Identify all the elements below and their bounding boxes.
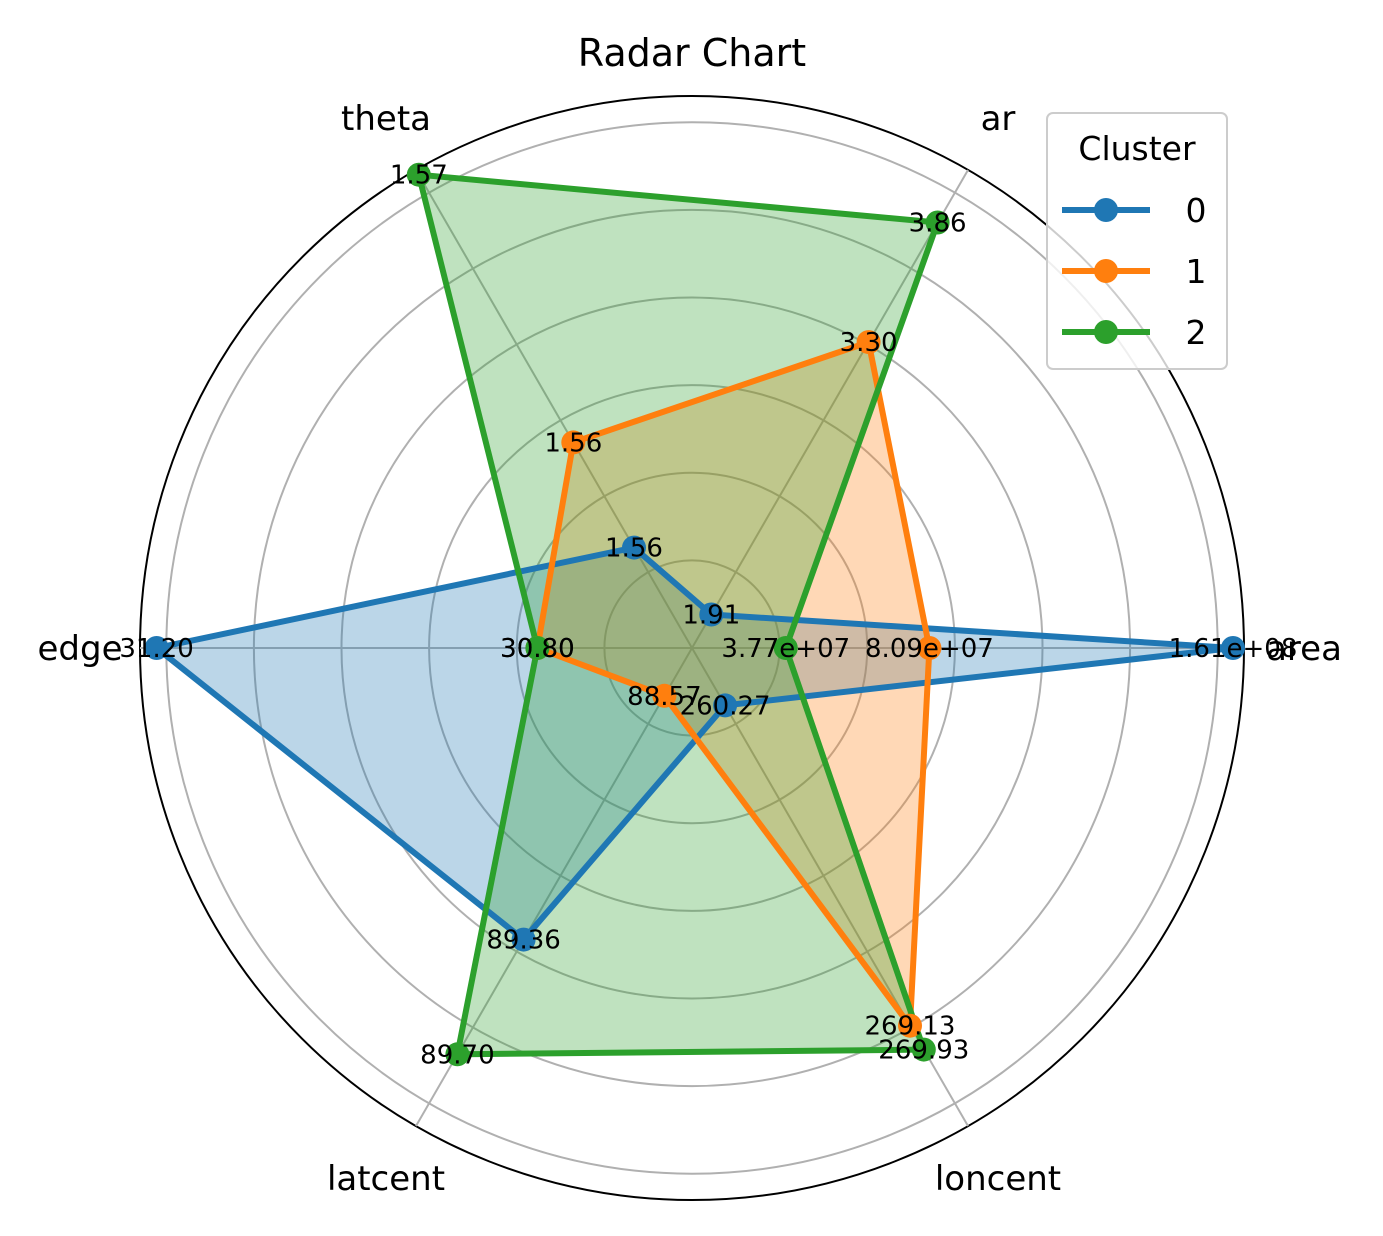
series-2-point — [911, 1037, 936, 1062]
series-0-data-label: 1.56 — [605, 534, 663, 564]
series-0-point — [511, 927, 536, 952]
series-2-data-label: 1.57 — [390, 161, 448, 191]
series-0-point — [1221, 636, 1245, 660]
axis-label: edge — [38, 629, 123, 669]
legend-swatch-marker — [1094, 320, 1118, 344]
series-1-data-label: 1.56 — [544, 428, 602, 458]
series-2-data-label: 89.70 — [420, 1040, 494, 1070]
legend-frame — [1046, 112, 1228, 370]
series-1-point — [856, 330, 881, 355]
series-1-data-label: 30.80 — [500, 634, 574, 664]
series-0-data-label: 31.20 — [119, 634, 193, 664]
series-2-data-label: 269.93 — [878, 1036, 969, 1066]
grid-spoke — [415, 169, 693, 649]
fill-layer — [156, 174, 1234, 1055]
series-1-point — [898, 1013, 922, 1038]
series-1-data-label: 8.09e+07 — [865, 634, 994, 664]
series-1-point — [917, 636, 942, 660]
legend-swatch-marker — [1094, 198, 1118, 222]
series-2-point — [445, 1042, 470, 1067]
series-0-data-label: 1.91 — [682, 601, 740, 631]
series-0-data-label: 1.61e+08 — [1169, 634, 1298, 664]
series-2-point — [925, 210, 950, 235]
series-2-data-label: 3.86 — [909, 209, 967, 239]
axis-label: ar — [981, 99, 1016, 139]
series-1-point — [652, 683, 677, 708]
series-0-point — [622, 535, 646, 560]
series-2-point — [525, 636, 550, 660]
series-1-data-label: 88.57 — [627, 682, 701, 712]
series-0-point — [699, 602, 724, 627]
axis-label: loncent — [935, 1159, 1061, 1199]
axis-label: theta — [341, 99, 431, 139]
series-2-point — [773, 636, 798, 660]
legend-entry-label: 2 — [1186, 313, 1207, 352]
series-2-data-label: 3.77e+07 — [721, 634, 850, 664]
series-0-data-label: 89.36 — [486, 926, 560, 956]
series-1-data-label: 3.30 — [840, 328, 898, 358]
series-2-point — [406, 162, 431, 187]
series-0-area — [156, 547, 1234, 940]
legend-entries: 0 1 2 — [1062, 191, 1207, 352]
point-layer — [144, 162, 1245, 1067]
axis-label: latcent — [327, 1159, 445, 1199]
axis-label-layer: area ar theta edge latcent loncent — [38, 99, 1342, 1199]
legend: Cluster 0 1 2 — [1046, 112, 1228, 370]
series-2-data-label: 30.80 — [500, 634, 574, 664]
legend-swatch-marker — [1094, 259, 1118, 283]
legend-entry-label: 1 — [1186, 252, 1207, 291]
series-0-point — [144, 636, 169, 660]
series-0-data-label: 260.27 — [680, 691, 771, 721]
series-0-point — [713, 693, 738, 718]
axis-label: area — [1266, 629, 1342, 669]
legend-entry-label: 0 — [1186, 191, 1207, 230]
series-1-data-label: 269.13 — [865, 1012, 956, 1042]
chart-title: Radar Chart — [578, 31, 806, 75]
series-1-point — [561, 430, 586, 455]
series-2-area — [418, 174, 938, 1055]
grid-spoke — [691, 169, 969, 649]
legend-title: Cluster — [1078, 129, 1196, 168]
label-layer: 1.61e+08 1.91 1.56 31.20 89.36 260.27 8.09e+07… — [119, 161, 1297, 1071]
